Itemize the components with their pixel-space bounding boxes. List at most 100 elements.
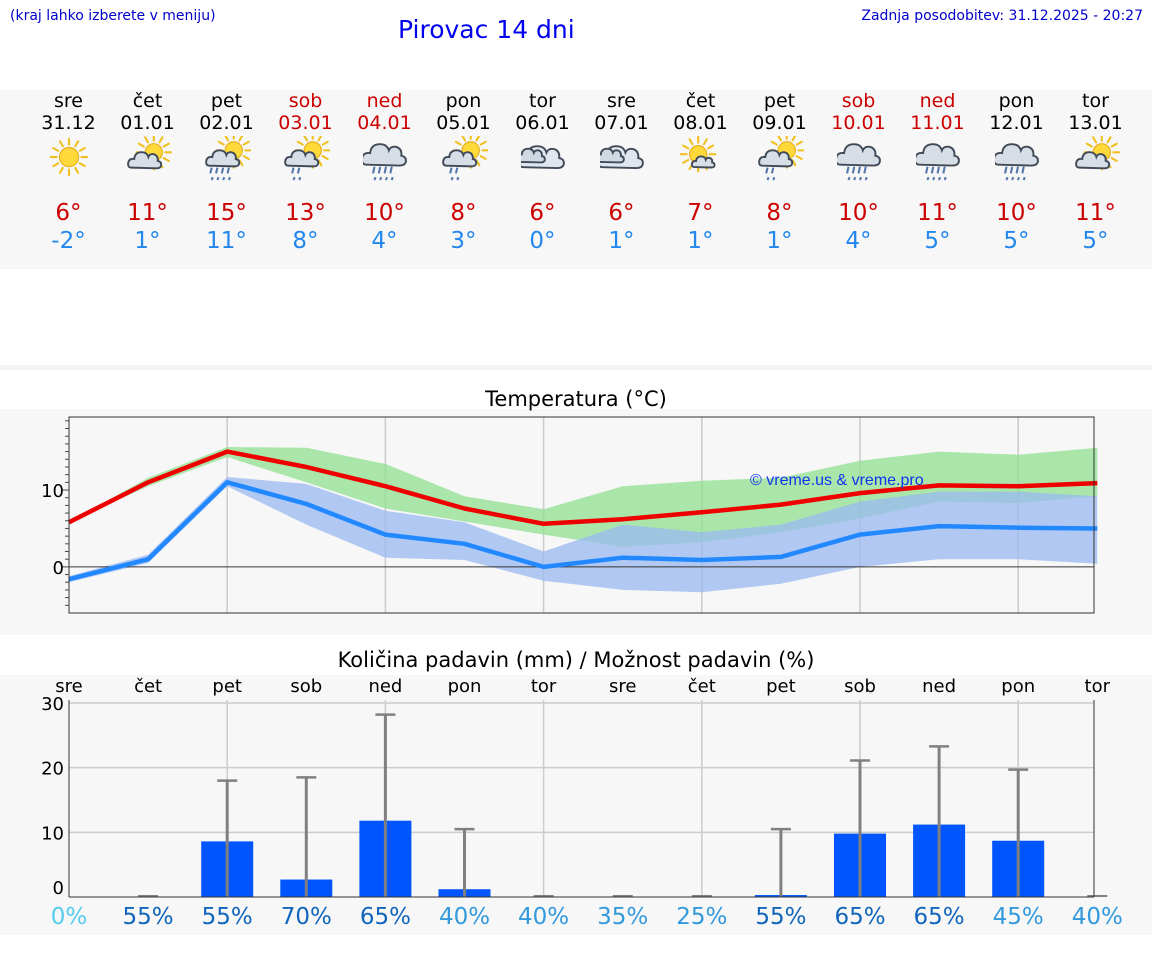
max-temperature: 10° [838,200,879,226]
day-name: tor [1082,90,1109,112]
day-date: 01.01 [120,112,175,134]
precipitation-chance: 35% [597,904,649,930]
min-temperature: 5° [1082,228,1109,254]
min-temperature-range-band [69,477,1098,593]
day-date: 08.01 [673,112,728,134]
min-temperature: 4° [371,228,398,254]
min-temperature: 4° [845,228,872,254]
day-date: 10.01 [831,112,886,134]
day-date: 04.01 [357,112,412,134]
sun-small-cloud-icon [679,136,717,173]
day-name: sre [607,90,636,112]
precipitation-chance: 40% [1071,904,1123,930]
max-temperature: 13° [285,200,326,226]
precipitation-chance: 65% [359,904,411,930]
sun-cloud-icon [127,136,172,171]
precipitation-day-label: pon [448,676,482,697]
precipitation-day-label: čet [688,676,716,697]
min-temperature: 1° [687,228,714,254]
max-temperature: 8° [766,200,793,226]
precipitation-day-label: tor [1085,676,1111,697]
precipitation-chance: 40% [518,904,570,930]
min-temperature: 0° [529,228,556,254]
cloud-rain-icon [995,143,1039,181]
precipitation-day-label: sob [290,676,322,697]
section-divider [0,365,1152,370]
day-date: 13.01 [1068,112,1123,134]
max-temperature: 8° [450,200,477,226]
max-temperature: 6° [55,200,82,226]
precipitation-day-label: sre [609,676,636,697]
day-date: 12.01 [989,112,1044,134]
day-name: pon [445,90,482,112]
precipitation-chance: 65% [834,904,886,930]
day-name: čet [685,90,716,112]
precipitation-day-label: ned [922,676,956,697]
precipitation-day-label: pet [212,676,242,697]
precipitation-tick-label: 30 [41,694,64,715]
precipitation-tick-label: 20 [41,759,64,780]
precipitation-chance: 0% [50,904,88,930]
sun-cloud-light-rain-icon [758,136,804,181]
max-temperature: 10° [364,200,405,226]
page-title: Pirovac 14 dni [398,15,575,44]
day-name: pet [763,90,796,112]
day-date: 02.01 [199,112,254,134]
last-updated: Zadnja posodobitev: 31.12.2025 - 20:27 [861,8,1143,24]
day-date: 31.12 [41,112,96,134]
precipitation-chart-title: Količina padavin (mm) / Možnost padavin … [337,648,815,672]
precipitation-day-label: pet [766,676,796,697]
precipitation-chance: 70% [280,904,332,930]
cloudy-icon [521,145,565,170]
min-temperature: 1° [134,228,161,254]
precipitation-day-label: čet [134,676,162,697]
sun-icon [49,137,89,177]
min-temperature: 1° [608,228,635,254]
min-temperature-line [68,480,1098,582]
min-temperature: -2° [51,228,86,254]
day-date: 11.01 [910,112,965,134]
max-temperature: 11° [1075,200,1116,226]
max-temperature: 11° [917,200,958,226]
day-name: ned [919,90,956,112]
precipitation-day-label: sob [844,676,876,697]
day-name: čet [132,90,163,112]
precipitation-chance: 55% [122,904,174,930]
min-temperature: 1° [766,228,793,254]
day-date: 03.01 [278,112,333,134]
precipitation-day-label: tor [531,676,557,697]
day-date: 07.01 [594,112,649,134]
max-temperature: 6° [608,200,635,226]
max-temperature: 11° [127,200,168,226]
day-name: tor [529,90,556,112]
max-temperature-line [67,449,1098,527]
day-date: 05.01 [436,112,491,134]
min-temperature: 3° [450,228,477,254]
precipitation-day-label: pon [1001,676,1035,697]
cloud-rain-icon [837,143,881,181]
temperature-chart-title: Temperatura (°C) [485,387,667,411]
day-name: sob [841,90,876,112]
day-name: sre [54,90,83,112]
day-name: ned [366,90,403,112]
day-name: pon [998,90,1035,112]
precipitation-day-label: sre [55,676,82,697]
cloudy-icon [600,145,644,170]
precipitation-day-label: ned [368,676,402,697]
precipitation-chance: 25% [676,904,728,930]
temperature-tick-label: 10 [41,481,64,502]
max-temperature: 6° [529,200,556,226]
day-name: sob [288,90,323,112]
sun-cloud-rain-icon [205,136,251,181]
min-temperature: 8° [292,228,319,254]
watermark: © vreme.us & vreme.pro [750,472,924,489]
temperature-tick-label: 0 [53,558,64,579]
max-temperature: 10° [996,200,1037,226]
precipitation-tick-label: 0 [53,878,64,899]
location-hint: (kraj lahko izberete v meniju) [10,8,216,24]
max-temperature: 7° [687,200,714,226]
daily-forecast-strip: sre 31.12 6° -2° čet 01.01 11° 1° pet 02… [0,90,1152,269]
precipitation-chance: 65% [913,904,965,930]
precipitation-chance: 40% [438,904,491,930]
